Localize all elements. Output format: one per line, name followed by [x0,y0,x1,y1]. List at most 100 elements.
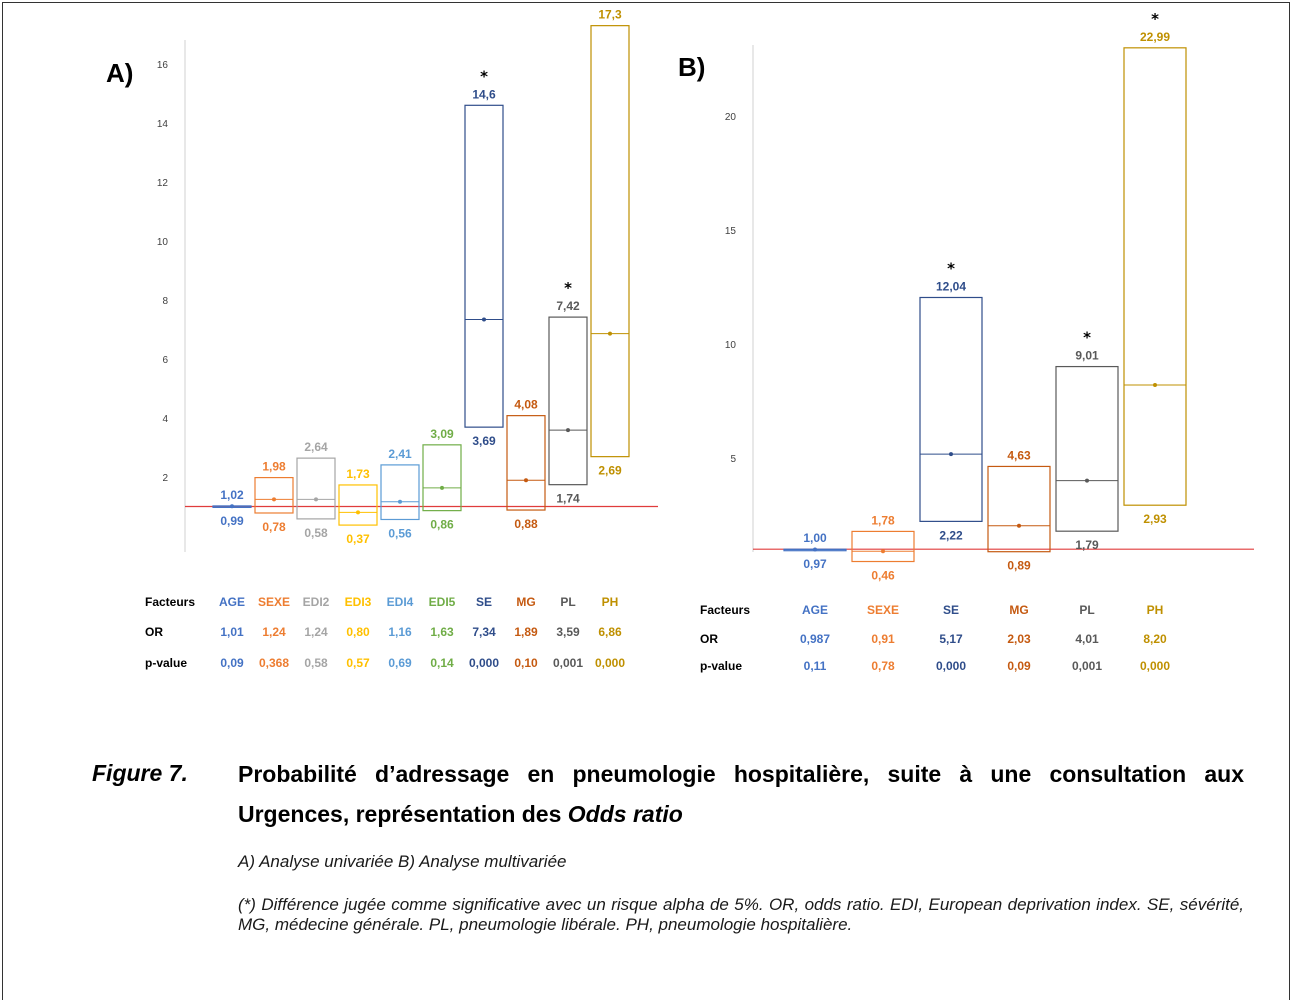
interval-box-se [464,104,504,428]
upper-bound-label: 4,08 [514,398,538,412]
interval-box-pl [548,316,588,486]
y-tick-label: 6 [162,355,168,366]
figure-subtitle: A) Analyse univariée B) Analyse multivar… [238,852,567,871]
table-p-value: 0,001 [553,656,583,670]
table-or-value: 1,63 [430,625,454,639]
table-p-value: 0,000 [1140,659,1170,673]
or-point-edi2 [314,497,318,502]
table-p-value: 0,69 [388,656,412,670]
upper-bound-label: 2,64 [304,440,328,454]
upper-bound-label: 3,09 [430,427,454,441]
table-p-value: 0,58 [304,656,328,670]
y-tick-label: 15 [725,226,737,237]
or-point-mg [1017,523,1021,528]
table-factor-se: SE [476,595,492,609]
lower-bound-label: 2,69 [598,464,622,478]
or-point-pl [1085,478,1089,483]
table-factor-pl: PL [1079,603,1094,617]
lower-bound-label: 0,78 [262,520,286,534]
y-tick-label: 2 [162,473,168,484]
y-tick-label: 4 [162,414,168,425]
panel-label: B) [678,52,705,82]
interval-box-edi4 [380,464,420,521]
upper-bound-label: 7,42 [556,299,580,313]
table-factor-edi3: EDI3 [345,595,372,609]
significance-star: * [564,279,572,297]
table-factor-sexe: SEXE [867,603,899,617]
figure-note: (*) Différence jugée comme significative… [238,895,1244,934]
table-factor-pl: PL [560,595,575,609]
upper-bound-label: 1,73 [346,467,370,481]
table-or-value: 0,80 [346,625,370,639]
significance-star: * [1083,329,1091,347]
table-p-value: 0,000 [469,656,499,670]
table-or-label: OR [145,625,163,639]
upper-bound-label: 14,6 [472,87,496,101]
lower-bound-label: 3,69 [472,434,496,448]
significance-star: * [480,67,488,85]
table-factor-age: AGE [802,603,828,617]
upper-bound-label: 4,63 [1007,448,1031,462]
table-factor-mg: MG [516,595,535,609]
or-point-ph [608,331,612,336]
upper-bound-label: 2,41 [388,447,412,461]
interval-box-ph [590,25,630,458]
chart-panel-a: A) 2 4 6 8 10 12 14 16 1,02 0,99 AGE 1,01 0,09 1,98 0,7… [106,0,658,670]
or-point-ph [1153,383,1157,388]
lower-bound-label: 0,99 [220,514,244,528]
figure-title-main: Probabilité d’adressage en pneumologie h… [238,761,1244,827]
table-factor-edi4: EDI4 [387,595,414,609]
table-factor-edi5: EDI5 [429,595,456,609]
y-tick-label: 16 [157,60,169,71]
or-point-age [230,504,234,509]
table-factor-sexe: SEXE [258,595,290,609]
table-p-value: 0,000 [595,656,625,670]
y-tick-label: 8 [162,296,168,307]
lower-bound-label: 2,22 [939,528,963,542]
chart-panel-b: B) 5 10 15 20 1,00 0,97 AGE 0,987 0,11 1,78 0,46 SEX… [678,10,1254,673]
table-or-value: 2,03 [1007,632,1031,646]
table-p-value: 0,14 [430,656,454,670]
table-p-label: p-value [700,659,742,673]
upper-bound-label: 22,99 [1140,30,1170,44]
upper-bound-label: 1,02 [220,488,244,502]
significance-star: * [947,259,955,277]
table-or-value: 3,59 [556,625,580,639]
table-p-value: 0,09 [1007,659,1031,673]
lower-bound-label: 0,97 [803,557,827,571]
table-factor-ph: PH [602,595,619,609]
y-tick-label: 5 [730,454,736,465]
lower-bound-label: 0,89 [1007,559,1031,573]
lower-bound-label: 0,56 [388,526,412,540]
or-point-edi5 [440,485,444,490]
y-tick-label: 14 [157,119,169,130]
or-point-mg [524,478,528,483]
y-tick-label: 12 [157,178,169,189]
or-point-age [813,547,817,552]
table-or-label: OR [700,632,718,646]
interval-box-ph [1123,47,1187,506]
lower-bound-label: 0,88 [514,517,538,531]
table-or-value: 0,91 [871,632,895,646]
upper-bound-label: 17,3 [598,8,622,22]
table-or-value: 1,01 [220,625,244,639]
upper-bound-label: 1,78 [871,513,895,527]
or-point-sexe [272,497,276,502]
lower-bound-label: 2,93 [1143,512,1167,526]
table-or-value: 1,89 [514,625,538,639]
table-factor-edi2: EDI2 [303,595,330,609]
table-p-value: 0,57 [346,656,370,670]
table-p-label: p-value [145,656,187,670]
lower-bound-label: 0,37 [346,532,370,546]
interval-box-sexe [851,530,915,563]
table-or-value: 0,987 [800,632,830,646]
table-or-value: 1,16 [388,625,412,639]
table-p-value: 0,09 [220,656,244,670]
or-point-edi4 [398,499,402,504]
table-or-value: 8,20 [1143,632,1167,646]
table-or-value: 4,01 [1075,632,1099,646]
interval-box-mg [987,465,1051,553]
y-tick-label: 20 [725,112,737,123]
table-factor-age: AGE [219,595,245,609]
